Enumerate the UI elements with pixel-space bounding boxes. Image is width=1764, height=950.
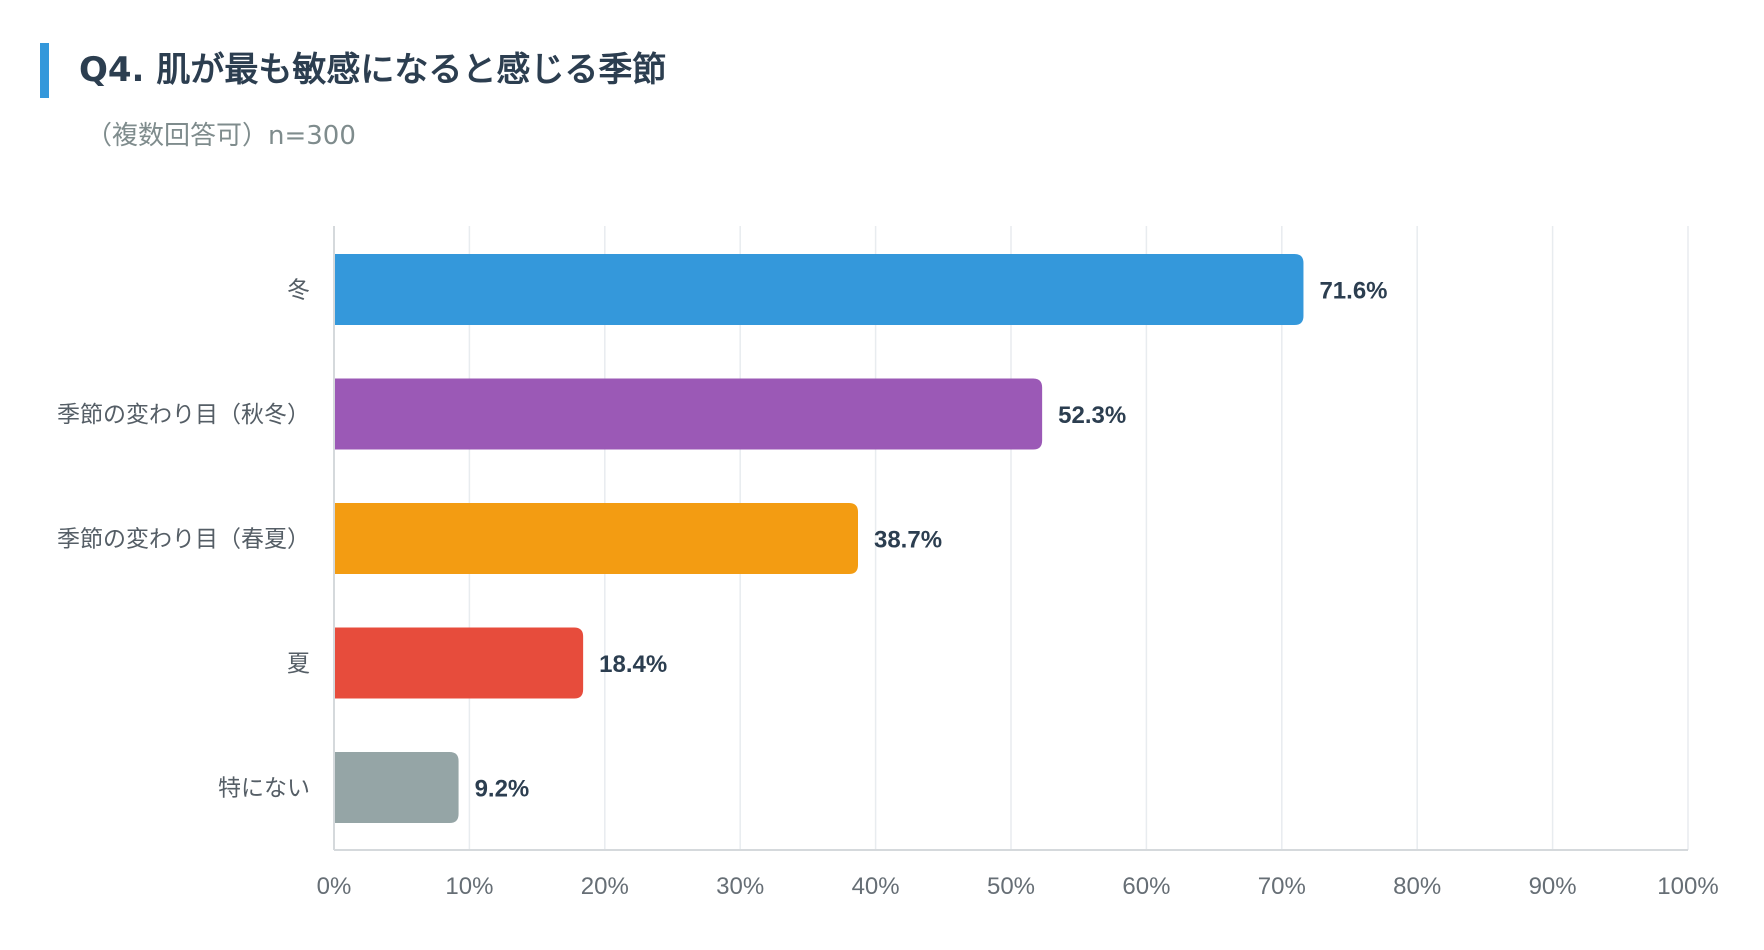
category-label: 特にない	[218, 776, 310, 802]
labels: 0% 10% 20% 30% 40% 50% 60% 70% 80% 90% 100% 冬 71.6% 季…	[57, 278, 1719, 901]
category-label: 冬	[287, 278, 310, 304]
value-label: 71.6%	[1319, 278, 1387, 305]
grid-lines	[468, 226, 1689, 850]
bar-2	[334, 378, 1043, 450]
x-tick-label: 50%	[987, 873, 1035, 900]
category-label: 季節の変わり目（春夏）	[57, 527, 310, 553]
value-label: 9.2%	[475, 776, 530, 803]
x-tick-label: 60%	[1122, 873, 1170, 900]
x-tick-label: 100%	[1657, 873, 1718, 900]
x-tick-label: 0%	[317, 873, 352, 900]
bars	[334, 254, 1304, 823]
x-tick-label: 10%	[445, 873, 493, 900]
x-tick-label: 80%	[1393, 873, 1441, 900]
bar-1	[334, 254, 1304, 325]
x-tick-label: 20%	[581, 873, 629, 900]
value-label: 18.4%	[599, 651, 667, 678]
chart-title: Q4. 肌が最も敏感になると感じる季節	[79, 50, 667, 90]
bar-3	[334, 503, 858, 574]
x-tick-label: 70%	[1258, 873, 1306, 900]
x-tick-label: 30%	[716, 873, 764, 900]
title-accent-bar	[40, 43, 49, 98]
axes	[333, 226, 1688, 851]
chart-subtitle: （複数回答可）n=300	[86, 121, 356, 151]
category-label: 夏	[287, 651, 310, 677]
bar-4	[334, 627, 584, 699]
value-label: 52.3%	[1058, 402, 1126, 429]
category-label: 季節の変わり目（秋冬）	[57, 402, 310, 428]
x-tick-label: 90%	[1529, 873, 1577, 900]
x-tick-label: 40%	[852, 873, 900, 900]
bar-5	[334, 752, 459, 823]
value-label: 38.7%	[874, 527, 942, 554]
